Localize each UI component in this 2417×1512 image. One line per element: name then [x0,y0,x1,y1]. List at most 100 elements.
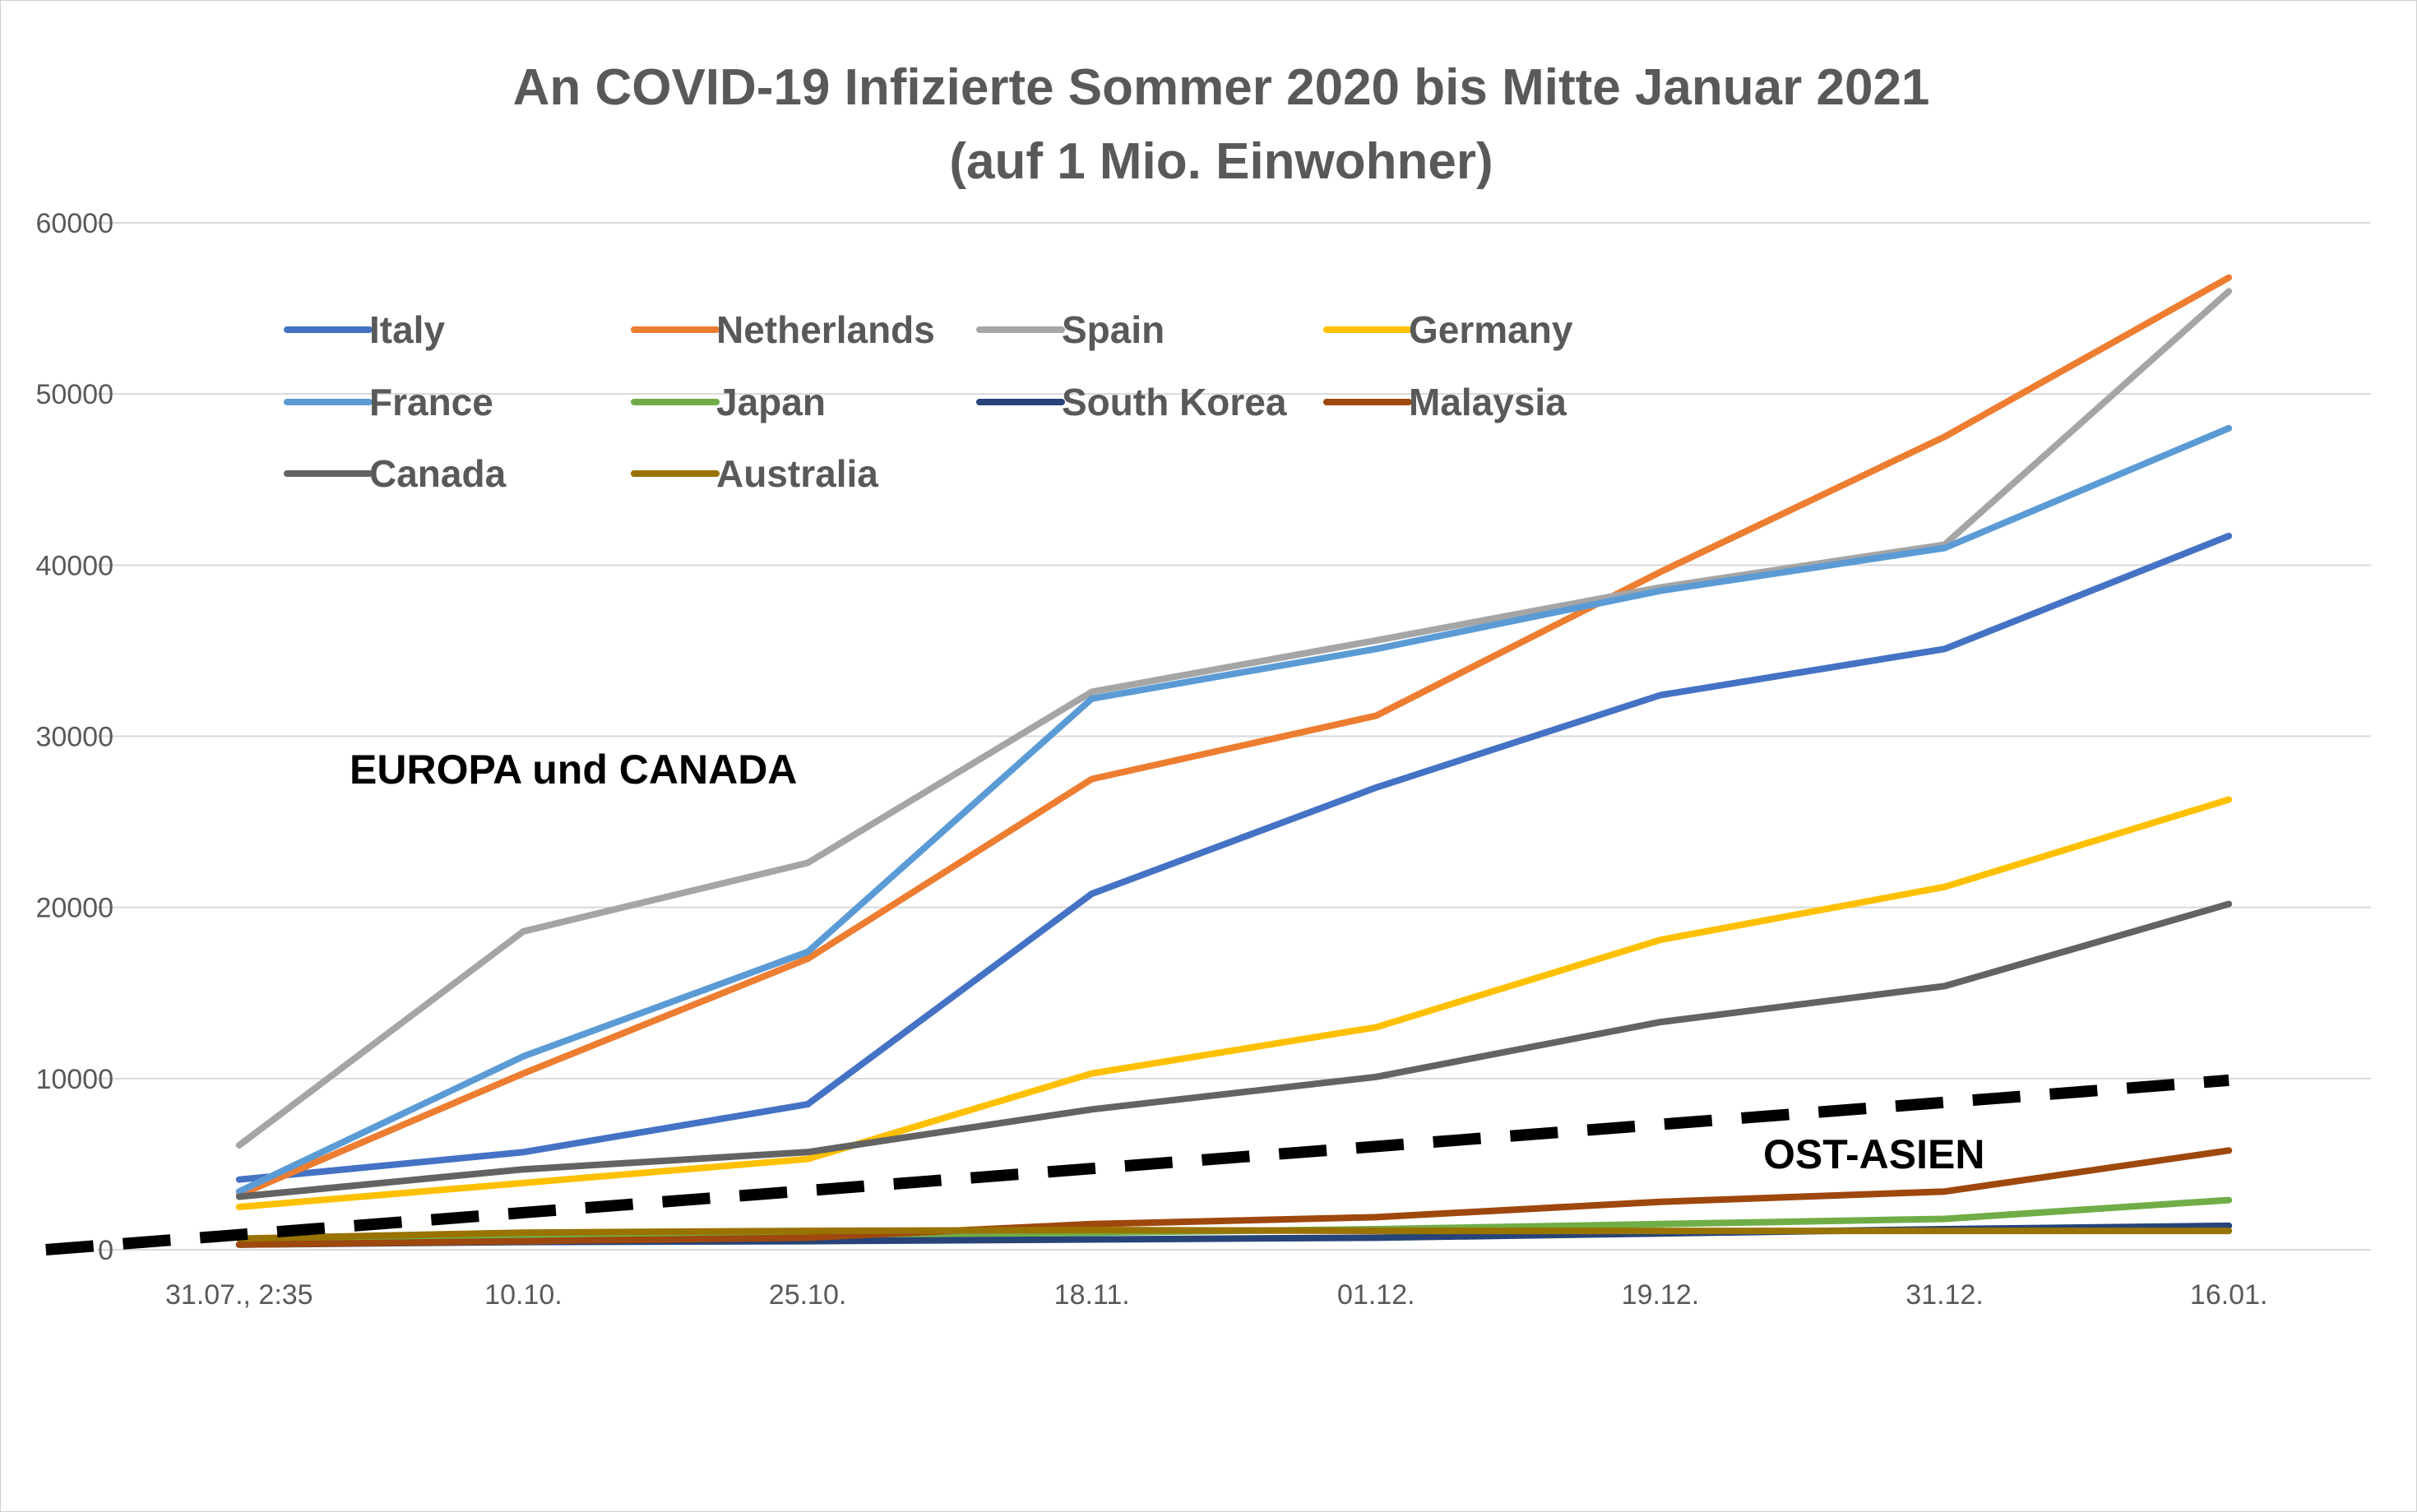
data-point [1373,1228,1379,1234]
data-point [805,1235,811,1241]
data-point [805,949,811,955]
legend-label: Germany [1409,308,1573,351]
data-point [1657,588,1663,594]
data-point [1089,1107,1095,1112]
x-tick-label: 10.10. [484,1279,563,1311]
data-point [1657,1199,1663,1205]
data-point [1373,637,1379,643]
legend: Italy Netherlands Spain Germany France Japan S… [284,308,1573,495]
data-point [1657,1228,1663,1234]
data-point [1089,891,1095,897]
series-line-spain [235,288,2233,1149]
y-tick-label: 0 [98,1235,113,1266]
data-point [805,1156,811,1162]
data-point [521,1167,526,1172]
gridlines [97,222,2371,1251]
data-point [1942,1228,1947,1234]
series-line-netherlands [235,274,2233,1199]
data-point [2226,533,2232,539]
data-point [2226,1228,2232,1234]
data-point [236,1177,242,1182]
series-line-france [235,424,2233,1195]
data-point [2226,425,2232,431]
y-axis-ticks: 0 10000 20000 30000 40000 50000 60000 [35,208,113,1266]
data-point [1942,434,1947,440]
data-point [1373,1235,1379,1241]
data-point [2226,797,2232,802]
data-point [1089,776,1095,782]
data-point [521,1180,526,1186]
data-point [1089,689,1095,695]
dashed-trendline [45,1074,2229,1255]
data-point [521,1070,526,1076]
data-point [1942,545,1947,551]
data-point [2226,1197,2232,1203]
series-line-germany [235,796,2233,1210]
data-point [521,1230,526,1236]
data-point [1373,713,1379,719]
series-lines [235,274,2233,1248]
data-point [1942,1189,1947,1195]
data-point [521,1149,526,1155]
x-tick-label: 01.12. [1337,1279,1415,1311]
legend-label: Netherlands [716,308,935,351]
legend-label: South Korea [1062,381,1287,423]
y-tick-label: 60000 [35,208,113,239]
data-point [805,1102,811,1107]
data-point [236,1204,242,1209]
annotation-europa-canada: EUROPA und CANADA [350,747,797,793]
data-point [1089,1221,1095,1227]
data-point [1373,784,1379,790]
data-point [1373,1214,1379,1220]
data-point [236,1189,242,1195]
data-point [2226,1148,2232,1154]
chart-title: An COVID-19 Infizierte Sommer 2020 bis M… [513,59,1930,116]
annotation-ost-asien: OST-ASIEN [1763,1131,1984,1177]
data-point [1657,569,1663,575]
data-point [805,956,811,962]
legend-label: Canada [369,452,507,495]
y-tick-label: 50000 [35,379,113,410]
data-point [1942,983,1947,989]
data-point [1942,1216,1947,1222]
data-point [805,1228,811,1234]
x-tick-label: 16.01. [2190,1279,2268,1311]
x-tick-label: 18.11. [1054,1279,1130,1311]
data-point [1373,1024,1379,1030]
data-point [805,860,811,866]
chart-subtitle: (auf 1 Mio. Einwohner) [949,133,1493,190]
series-line-australia [235,1227,2233,1242]
data-point [1089,1228,1095,1233]
x-tick-label: 31.07., 2:35 [165,1279,313,1311]
x-tick-label: 25.10. [769,1279,847,1311]
data-point [1089,696,1095,701]
x-tick-label: 31.12. [1905,1279,1984,1311]
data-point [1373,646,1379,652]
legend-label: France [369,381,493,423]
data-point [1657,937,1663,943]
data-point [1942,646,1947,652]
data-point [1657,1221,1663,1227]
series-line-malaysia [235,1147,2233,1248]
data-point [2226,289,2232,294]
data-point [236,1194,242,1200]
data-point [1089,1237,1095,1242]
trendline [45,1074,2229,1255]
data-point [1089,1070,1095,1076]
series-line-canada [235,900,2233,1200]
legend-label: Australia [716,452,878,495]
x-tick-label: 19.12. [1622,1279,1700,1311]
data-point [2226,1223,2232,1228]
data-point [236,1143,242,1149]
series-line-italy [235,532,2233,1183]
y-tick-label: 30000 [35,722,113,753]
data-point [521,1053,526,1059]
legend-label: Italy [369,308,445,351]
data-point [1657,692,1663,698]
data-point [2226,275,2232,280]
legend-label: Spain [1062,308,1165,351]
y-tick-label: 40000 [35,550,113,581]
legend-label: Japan [716,381,826,423]
